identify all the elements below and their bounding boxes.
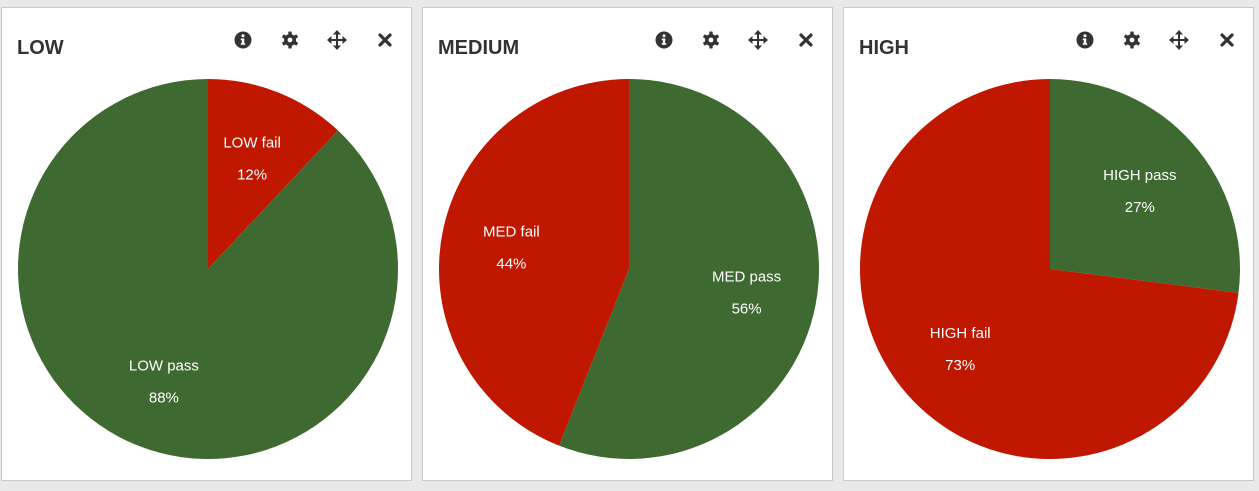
gear-icon[interactable] xyxy=(279,29,301,51)
panel-title: LOW xyxy=(17,37,64,59)
slice-label: MED fail xyxy=(483,224,540,241)
panel-low: LOW LOW fail 12% LOW pass 88% xyxy=(1,7,412,481)
panel-title: HIGH xyxy=(859,37,909,59)
slice-label: LOW fail xyxy=(223,135,281,152)
pie-slice-low-fail[interactable] xyxy=(208,79,339,269)
info-icon[interactable] xyxy=(653,29,675,51)
move-icon[interactable] xyxy=(1168,29,1190,51)
slice-label: LOW pass xyxy=(129,357,199,374)
pie-slice-med-fail[interactable] xyxy=(438,79,629,446)
gear-icon[interactable] xyxy=(1121,29,1143,51)
slice-label: HIGH fail xyxy=(930,325,991,342)
move-icon[interactable] xyxy=(747,29,769,51)
slice-percent-label: 27% xyxy=(1125,199,1155,216)
slice-label: HIGH pass xyxy=(1103,167,1176,184)
close-icon[interactable] xyxy=(795,29,817,51)
slice-percent-label: 88% xyxy=(149,389,179,406)
slice-percent-label: 12% xyxy=(237,167,267,184)
panel-high: HIGH HIGH pass 27% HIGH fail 73% xyxy=(843,7,1254,481)
slice-label: MED pass xyxy=(712,268,781,285)
slice-percent-label: 44% xyxy=(496,256,526,273)
pie-chart-medium: MED pass 56% MED fail 44% xyxy=(438,79,819,459)
close-icon[interactable] xyxy=(374,29,396,51)
info-icon[interactable] xyxy=(1074,29,1096,51)
info-icon[interactable] xyxy=(232,29,254,51)
pie-slice-med-pass[interactable] xyxy=(559,79,819,459)
panel-medium: MEDIUM MED pass 56% MED fail 44% xyxy=(422,7,833,481)
slice-percent-label: 56% xyxy=(732,300,762,317)
close-icon[interactable] xyxy=(1216,29,1238,51)
slice-percent-label: 73% xyxy=(945,357,975,374)
pie-chart-low: LOW fail 12% LOW pass 88% xyxy=(18,79,399,460)
panel-title: MEDIUM xyxy=(438,37,520,59)
move-icon[interactable] xyxy=(326,29,348,51)
pie-chart-high: HIGH pass 27% HIGH fail 73% xyxy=(860,79,1240,460)
pie-slice-high-fail[interactable] xyxy=(860,79,1239,460)
pie-slice-low-pass[interactable] xyxy=(18,79,399,460)
gear-icon[interactable] xyxy=(700,29,722,51)
pie-slice-high-pass[interactable] xyxy=(1050,79,1240,293)
